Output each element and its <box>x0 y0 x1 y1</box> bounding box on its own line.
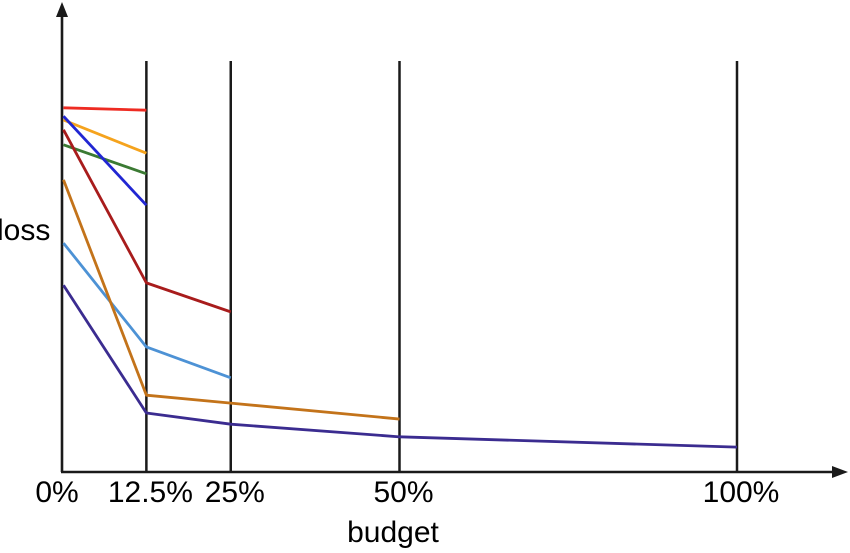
series-orange <box>62 118 147 155</box>
series-blue <box>62 115 148 207</box>
series-navy <box>62 284 738 449</box>
x-tick-label-12.5%: 12.5% <box>107 476 193 509</box>
series-light-blue <box>62 242 232 380</box>
series-red <box>63 106 147 112</box>
series-brown <box>62 179 400 421</box>
x-axis-label: budget <box>347 516 439 549</box>
y-axis-arrow-icon <box>56 2 68 17</box>
x-tick-label-100%: 100% <box>702 476 780 509</box>
x-axis-arrow-icon <box>832 466 848 478</box>
y-axis-label: loss <box>0 214 51 247</box>
x-tick-label-50%: 50% <box>373 476 434 509</box>
series-dark-red <box>62 129 232 314</box>
x-tick-label-0%: 0% <box>35 476 79 509</box>
x-tick-label-25%: 25% <box>204 476 265 509</box>
